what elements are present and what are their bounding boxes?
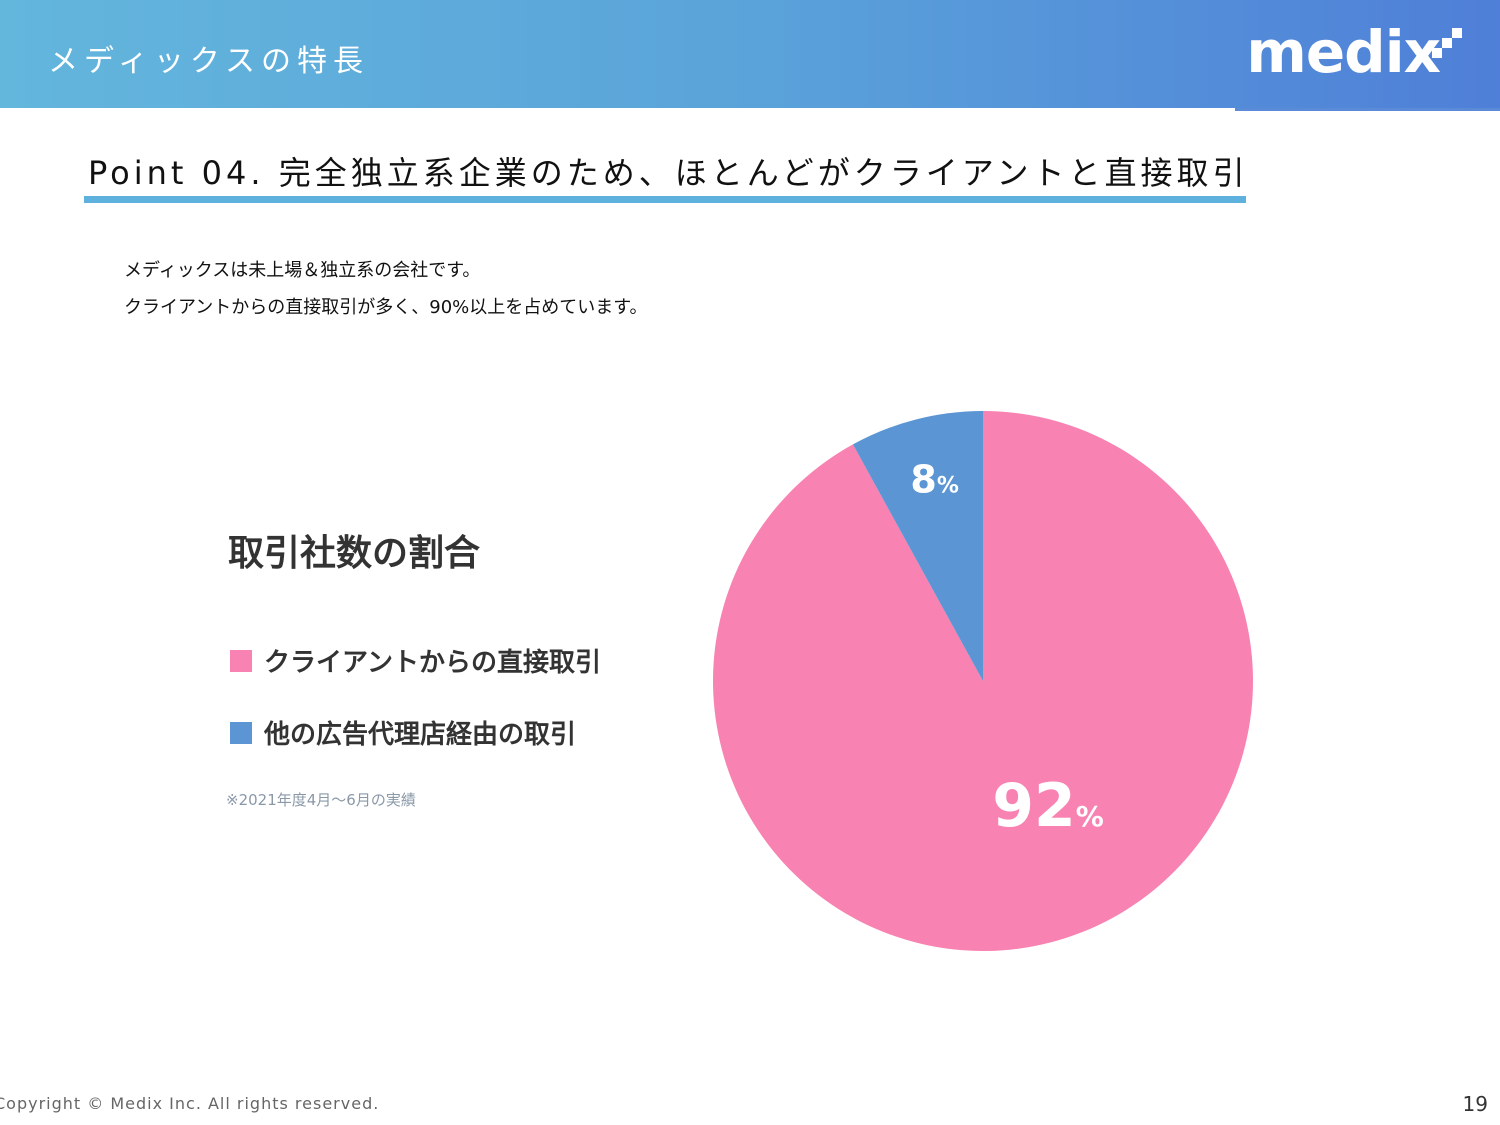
chart-note: ※2021年度4月～6月の実績 (226, 791, 416, 809)
logo-pixel-icon (1432, 28, 1462, 58)
header-bar: メディックスの特長 medix (0, 0, 1500, 108)
pie-label-agency: 8% (910, 458, 959, 502)
legend-swatch-direct (230, 649, 252, 672)
chart-title: 取引社数の割合 (228, 533, 481, 574)
legend-label-agency: 他の広告代理店経由の取引 (264, 720, 577, 750)
legend-label-direct: クライアントからの直接取引 (264, 648, 601, 678)
page-number: 19 (1462, 1092, 1488, 1116)
pie-chart: 92% 8% (713, 411, 1253, 951)
medix-logo: medix (1246, 22, 1441, 82)
point-title: Point 04. 完全独立系企業のため、ほとんどがクライアントと直接取引 (88, 154, 1249, 192)
legend-swatch-agency (230, 721, 252, 744)
description-line-2: クライアントからの直接取引が多く、90%以上を占めています。 (124, 297, 648, 318)
section-title: メディックスの特長 (48, 44, 369, 79)
pie-slice-agency (852, 411, 983, 681)
logo-text: medix (1246, 18, 1441, 86)
title-underline (84, 196, 1246, 203)
legend-item-agency: 他の広告代理店経由の取引 (230, 714, 576, 751)
copyright: Copyright © Medix Inc. All rights reserv… (0, 1094, 380, 1113)
legend-item-direct: クライアントからの直接取引 (230, 642, 601, 679)
header-accent (1235, 108, 1500, 111)
pie-label-direct: 92% (992, 771, 1104, 841)
description-line-1: メディックスは未上場＆独立系の会社です。 (124, 260, 481, 281)
